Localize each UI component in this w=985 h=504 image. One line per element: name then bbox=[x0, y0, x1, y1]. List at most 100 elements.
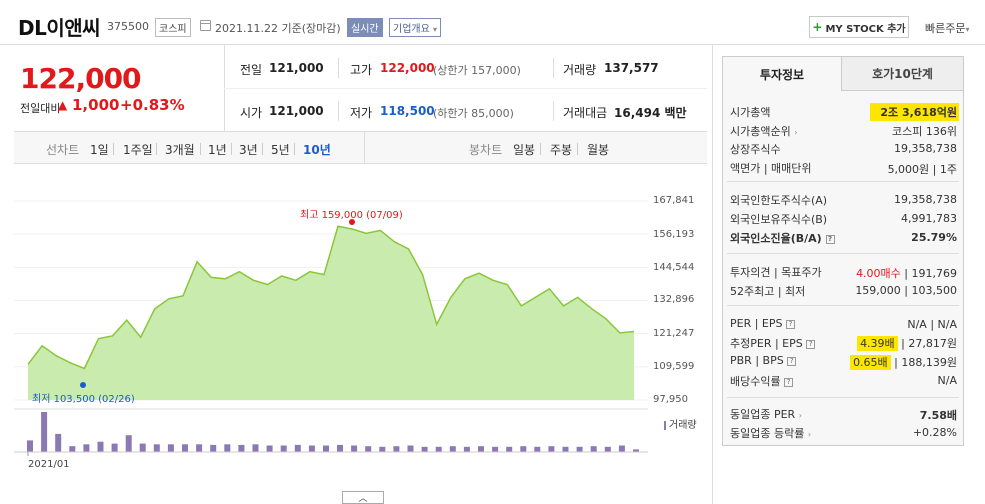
shares-label: 상장주식수 bbox=[730, 143, 781, 156]
high-value: 122,000 bbox=[380, 61, 435, 75]
volume-bar bbox=[618, 445, 625, 452]
period-5y[interactable]: 5년 bbox=[271, 143, 290, 157]
volume-bar bbox=[83, 444, 90, 452]
volume-bar bbox=[407, 445, 414, 452]
opinion-value: 4.00매수 | 191,769 bbox=[856, 267, 957, 280]
volume-bar bbox=[463, 446, 470, 452]
volume-bar bbox=[294, 444, 301, 452]
y-tick: 167,841 bbox=[653, 195, 695, 206]
tab-order-book[interactable]: 호가10단계 bbox=[841, 57, 963, 91]
divider bbox=[727, 397, 959, 398]
sector-per-value: 7.58배 bbox=[919, 409, 957, 422]
info-icon[interactable]: ? bbox=[784, 377, 794, 387]
volume-legend: 거래량 bbox=[664, 416, 697, 431]
divider bbox=[577, 143, 578, 155]
up-arrow-icon: ▲ bbox=[58, 98, 68, 112]
min-marker bbox=[80, 382, 86, 388]
chevron-right-icon: › bbox=[807, 430, 812, 439]
volume-bar bbox=[167, 444, 174, 452]
volume-bar bbox=[520, 446, 527, 452]
volume-bar bbox=[492, 446, 499, 452]
y-tick: 132,896 bbox=[653, 294, 695, 305]
volume-bar bbox=[153, 444, 160, 452]
info-icon[interactable]: ? bbox=[787, 356, 797, 366]
divider bbox=[364, 132, 365, 163]
calendar-icon bbox=[200, 20, 211, 31]
period-1y[interactable]: 1년 bbox=[208, 143, 227, 157]
prev-close-label: 전일 bbox=[240, 63, 263, 77]
candle-chart-label: 봉차트 bbox=[469, 143, 503, 157]
max-price-label: 최고 159,000 (07/09) bbox=[300, 210, 403, 221]
volume-bar bbox=[576, 446, 583, 452]
volume-bar bbox=[590, 446, 597, 452]
volume-bar bbox=[633, 449, 639, 452]
divider bbox=[224, 88, 707, 89]
foreign-ratio-value: 25.79% bbox=[911, 231, 957, 244]
candle-weekly[interactable]: 주봉 bbox=[550, 143, 573, 157]
par-value: 5,000원 | 1주 bbox=[887, 163, 957, 176]
divider bbox=[262, 143, 263, 155]
divider bbox=[727, 305, 959, 306]
volume-bar bbox=[224, 444, 231, 452]
chevron-down-icon: ▾ bbox=[433, 25, 438, 34]
line-chart-label: 선차트 bbox=[46, 143, 80, 157]
open-label: 시가 bbox=[240, 106, 263, 120]
realtime-button[interactable]: 실시간 bbox=[347, 18, 383, 37]
header-divider bbox=[0, 44, 985, 45]
quick-order-dropdown[interactable]: 빠른주문▾ bbox=[925, 22, 970, 35]
pbr-value: 0.65배 | 188,139원 bbox=[850, 354, 957, 370]
trade-amount-label: 거래대금 bbox=[563, 106, 608, 120]
sector-change-label[interactable]: 동일업종 등락률 › bbox=[730, 427, 812, 440]
divider bbox=[200, 143, 201, 155]
volume-bar bbox=[280, 445, 287, 452]
high-label: 고가 bbox=[350, 63, 373, 77]
period-1w[interactable]: 1주일 bbox=[123, 143, 153, 157]
divider bbox=[553, 101, 554, 121]
tab-investment-info[interactable]: 투자정보 bbox=[723, 57, 841, 91]
price-chart bbox=[14, 200, 648, 456]
volume-bar bbox=[323, 445, 329, 452]
period-3m[interactable]: 3개월 bbox=[165, 143, 195, 157]
volume-value: 137,577 bbox=[604, 61, 659, 75]
chevron-right-icon: › bbox=[798, 411, 802, 420]
low-label: 저가 bbox=[350, 106, 373, 120]
info-icon[interactable]: ? bbox=[786, 319, 795, 329]
volume-bar bbox=[27, 440, 33, 452]
volume-bar bbox=[238, 444, 245, 452]
divider bbox=[156, 143, 157, 155]
change-amount: 1,000 bbox=[72, 96, 120, 114]
collapse-chart-button[interactable]: ︿ bbox=[342, 491, 384, 504]
volume-bar bbox=[435, 446, 442, 452]
divider bbox=[294, 143, 295, 155]
opinion-label: 투자의견 | 목표주가 bbox=[730, 266, 822, 279]
volume-legend-swatch bbox=[664, 420, 666, 430]
max-marker bbox=[349, 219, 355, 225]
volume-bar bbox=[421, 446, 428, 452]
chart-period-bar bbox=[14, 131, 707, 164]
y-tick: 109,599 bbox=[653, 361, 695, 372]
chevron-right-icon: › bbox=[794, 128, 798, 137]
sector-per-label[interactable]: 동일업종 PER › bbox=[730, 408, 802, 421]
trade-amount-value: 16,494 백만 bbox=[614, 106, 687, 120]
volume-bar bbox=[604, 446, 611, 452]
company-overview-dropdown[interactable]: 기업개요 ▾ bbox=[389, 18, 442, 37]
add-mystock-button[interactable]: + MY STOCK 추가 bbox=[809, 16, 909, 38]
divider bbox=[231, 143, 232, 155]
period-3y[interactable]: 3년 bbox=[239, 143, 258, 157]
current-price: 122,000 bbox=[20, 62, 142, 95]
info-icon[interactable]: ? bbox=[825, 234, 835, 244]
volume-bar bbox=[534, 446, 541, 452]
period-10y[interactable]: 10년 bbox=[303, 143, 331, 157]
volume-bar bbox=[111, 443, 118, 452]
candle-daily[interactable]: 일봉 bbox=[513, 143, 536, 157]
period-1d[interactable]: 1일 bbox=[90, 143, 109, 157]
per-value: N/A | N/A bbox=[907, 318, 957, 331]
pbr-label: PBR | BPS ? bbox=[730, 354, 797, 367]
info-icon[interactable]: ? bbox=[806, 339, 816, 349]
volume-bar bbox=[125, 435, 132, 452]
mcap-rank-label[interactable]: 시가총액순위 › bbox=[730, 125, 798, 138]
candle-monthly[interactable]: 월봉 bbox=[587, 143, 610, 157]
y-tick: 121,247 bbox=[653, 328, 695, 339]
volume-bar bbox=[182, 444, 188, 452]
range-value: 159,000 | 103,500 bbox=[855, 284, 957, 297]
